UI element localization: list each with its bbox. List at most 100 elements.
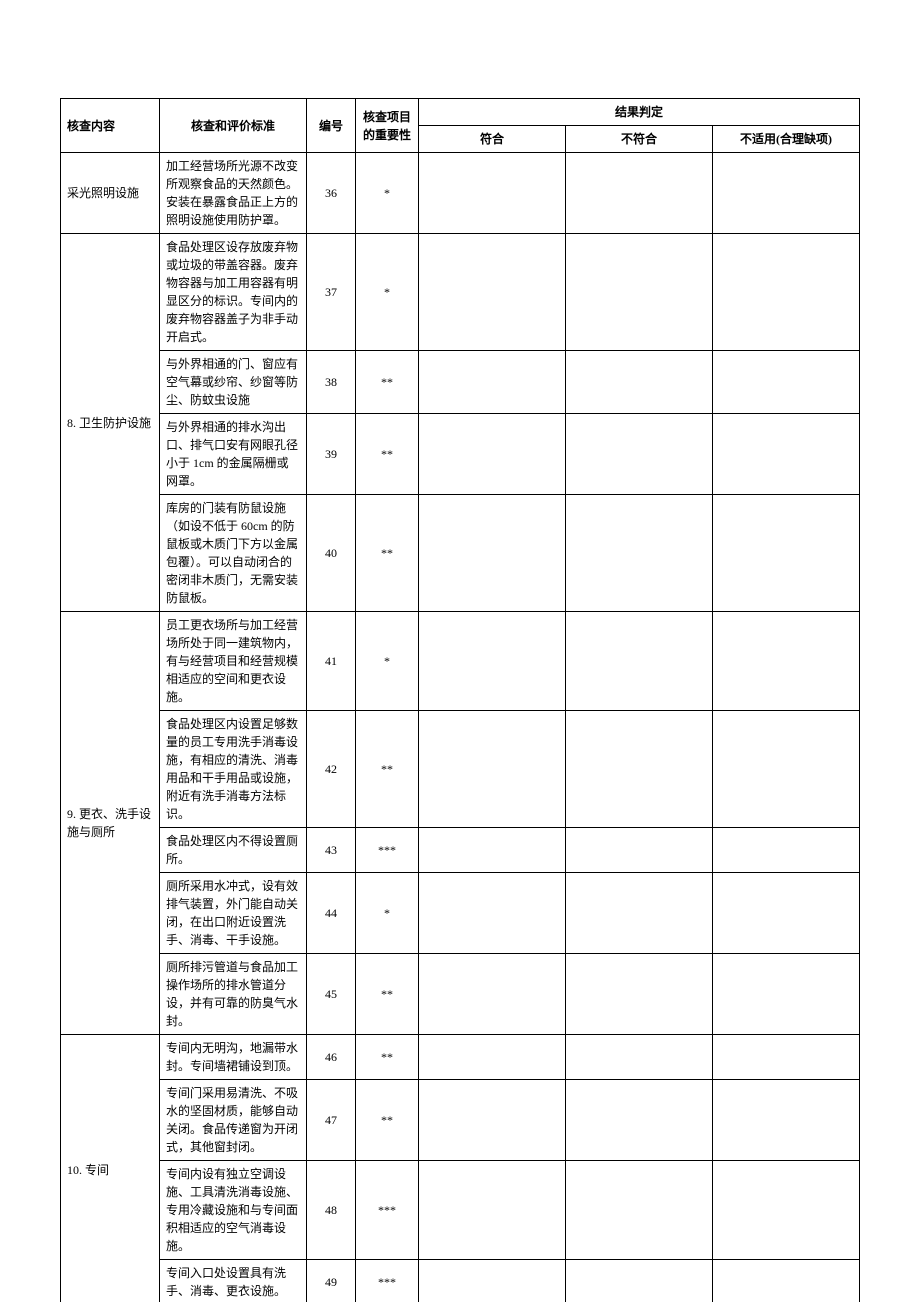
- header-importance: 核查项目的重要性: [356, 99, 419, 153]
- result-cell: [713, 828, 860, 873]
- importance-cell: **: [356, 414, 419, 495]
- table-row: 专间入口处设置具有洗手、消毒、更衣设施。49***: [61, 1260, 860, 1302]
- result-cell: [419, 414, 566, 495]
- criteria-cell: 专间门采用易清洗、不吸水的坚固材质，能够自动关闭。食品传递窗为开闭式，其他窗封闭…: [160, 1080, 307, 1161]
- result-cell: [713, 1161, 860, 1260]
- result-cell: [566, 828, 713, 873]
- criteria-cell: 专间内无明沟，地漏带水封。专间墙裙铺设到顶。: [160, 1035, 307, 1080]
- result-cell: [566, 351, 713, 414]
- result-cell: [713, 153, 860, 234]
- importance-cell: **: [356, 711, 419, 828]
- result-cell: [419, 351, 566, 414]
- table-row: 10. 专间专间内无明沟，地漏带水封。专间墙裙铺设到顶。46**: [61, 1035, 860, 1080]
- importance-cell: ***: [356, 1260, 419, 1302]
- result-cell: [419, 828, 566, 873]
- result-cell: [419, 153, 566, 234]
- number-cell: 39: [307, 414, 356, 495]
- inspection-table: 核查内容 核查和评价标准 编号 核查项目的重要性 结果判定 符合 不符合 不适用…: [60, 98, 860, 1302]
- category-cell: 采光照明设施: [61, 153, 160, 234]
- number-cell: 45: [307, 954, 356, 1035]
- criteria-cell: 专间内设有独立空调设施、工具清洗消毒设施、专用冷藏设施和与专间面积相适应的空气消…: [160, 1161, 307, 1260]
- number-cell: 36: [307, 153, 356, 234]
- category-cell: 9. 更衣、洗手设施与厕所: [61, 612, 160, 1035]
- result-cell: [713, 495, 860, 612]
- result-cell: [419, 1035, 566, 1080]
- header-criteria: 核查和评价标准: [160, 99, 307, 153]
- result-cell: [566, 954, 713, 1035]
- importance-cell: *: [356, 234, 419, 351]
- number-cell: 42: [307, 711, 356, 828]
- importance-cell: **: [356, 954, 419, 1035]
- table-row: 专间门采用易清洗、不吸水的坚固材质，能够自动关闭。食品传递窗为开闭式，其他窗封闭…: [61, 1080, 860, 1161]
- number-cell: 46: [307, 1035, 356, 1080]
- result-cell: [419, 1161, 566, 1260]
- result-cell: [566, 873, 713, 954]
- table-row: 8. 卫生防护设施食品处理区设存放废弃物或垃圾的带盖容器。废弃物容器与加工用容器…: [61, 234, 860, 351]
- table-row: 库房的门装有防鼠设施（如设不低于 60cm 的防鼠板或木质门下方以金属包覆）。可…: [61, 495, 860, 612]
- header-number: 编号: [307, 99, 356, 153]
- criteria-cell: 食品处理区设存放废弃物或垃圾的带盖容器。废弃物容器与加工用容器有明显区分的标识。…: [160, 234, 307, 351]
- category-cell: 8. 卫生防护设施: [61, 234, 160, 612]
- result-cell: [419, 612, 566, 711]
- header-result2: 不符合: [566, 126, 713, 153]
- result-cell: [566, 234, 713, 351]
- importance-cell: **: [356, 1035, 419, 1080]
- result-cell: [419, 954, 566, 1035]
- criteria-cell: 库房的门装有防鼠设施（如设不低于 60cm 的防鼠板或木质门下方以金属包覆）。可…: [160, 495, 307, 612]
- table-row: 采光照明设施加工经营场所光源不改变所观察食品的天然颜色。安装在暴露食品正上方的照…: [61, 153, 860, 234]
- result-cell: [566, 495, 713, 612]
- importance-cell: **: [356, 351, 419, 414]
- number-cell: 44: [307, 873, 356, 954]
- result-cell: [713, 351, 860, 414]
- number-cell: 40: [307, 495, 356, 612]
- criteria-cell: 与外界相通的门、窗应有空气幕或纱帘、纱窗等防尘、防蚊虫设施: [160, 351, 307, 414]
- result-cell: [419, 873, 566, 954]
- criteria-cell: 专间入口处设置具有洗手、消毒、更衣设施。: [160, 1260, 307, 1302]
- importance-cell: **: [356, 1080, 419, 1161]
- table-row: 与外界相通的门、窗应有空气幕或纱帘、纱窗等防尘、防蚊虫设施38**: [61, 351, 860, 414]
- result-cell: [713, 954, 860, 1035]
- result-cell: [566, 153, 713, 234]
- table-row: 食品处理区内设置足够数量的员工专用洗手消毒设施，有相应的清洗、消毒用品和干手用品…: [61, 711, 860, 828]
- result-cell: [566, 1080, 713, 1161]
- criteria-cell: 加工经营场所光源不改变所观察食品的天然颜色。安装在暴露食品正上方的照明设施使用防…: [160, 153, 307, 234]
- result-cell: [566, 414, 713, 495]
- criteria-cell: 员工更衣场所与加工经营场所处于同一建筑物内，有与经营项目和经营规模相适应的空间和…: [160, 612, 307, 711]
- header-result-group: 结果判定: [419, 99, 860, 126]
- criteria-cell: 厕所采用水冲式，设有效排气装置，外门能自动关闭，在出口附近设置洗手、消毒、干手设…: [160, 873, 307, 954]
- importance-cell: **: [356, 495, 419, 612]
- result-cell: [713, 1260, 860, 1302]
- table-row: 与外界相通的排水沟出口、排气口安有网眼孔径小于 1cm 的金属隔栅或网罩。39*…: [61, 414, 860, 495]
- table-header: 核查内容 核查和评价标准 编号 核查项目的重要性 结果判定 符合 不符合 不适用…: [61, 99, 860, 153]
- table-row: 专间内设有独立空调设施、工具清洗消毒设施、专用冷藏设施和与专间面积相适应的空气消…: [61, 1161, 860, 1260]
- table-row: 食品处理区内不得设置厕所。43***: [61, 828, 860, 873]
- result-cell: [566, 1035, 713, 1080]
- result-cell: [566, 612, 713, 711]
- importance-cell: ***: [356, 828, 419, 873]
- result-cell: [419, 495, 566, 612]
- result-cell: [566, 711, 713, 828]
- header-category: 核查内容: [61, 99, 160, 153]
- result-cell: [566, 1161, 713, 1260]
- number-cell: 41: [307, 612, 356, 711]
- number-cell: 38: [307, 351, 356, 414]
- importance-cell: *: [356, 153, 419, 234]
- criteria-cell: 食品处理区内设置足够数量的员工专用洗手消毒设施，有相应的清洗、消毒用品和干手用品…: [160, 711, 307, 828]
- result-cell: [566, 1260, 713, 1302]
- result-cell: [419, 1260, 566, 1302]
- result-cell: [419, 234, 566, 351]
- importance-cell: *: [356, 612, 419, 711]
- result-cell: [713, 873, 860, 954]
- result-cell: [713, 414, 860, 495]
- number-cell: 49: [307, 1260, 356, 1302]
- result-cell: [713, 234, 860, 351]
- result-cell: [713, 612, 860, 711]
- number-cell: 48: [307, 1161, 356, 1260]
- number-cell: 47: [307, 1080, 356, 1161]
- importance-cell: *: [356, 873, 419, 954]
- header-result1: 符合: [419, 126, 566, 153]
- table-body: 采光照明设施加工经营场所光源不改变所观察食品的天然颜色。安装在暴露食品正上方的照…: [61, 153, 860, 1302]
- criteria-cell: 厕所排污管道与食品加工操作场所的排水管道分设，并有可靠的防臭气水封。: [160, 954, 307, 1035]
- result-cell: [713, 1035, 860, 1080]
- result-cell: [419, 711, 566, 828]
